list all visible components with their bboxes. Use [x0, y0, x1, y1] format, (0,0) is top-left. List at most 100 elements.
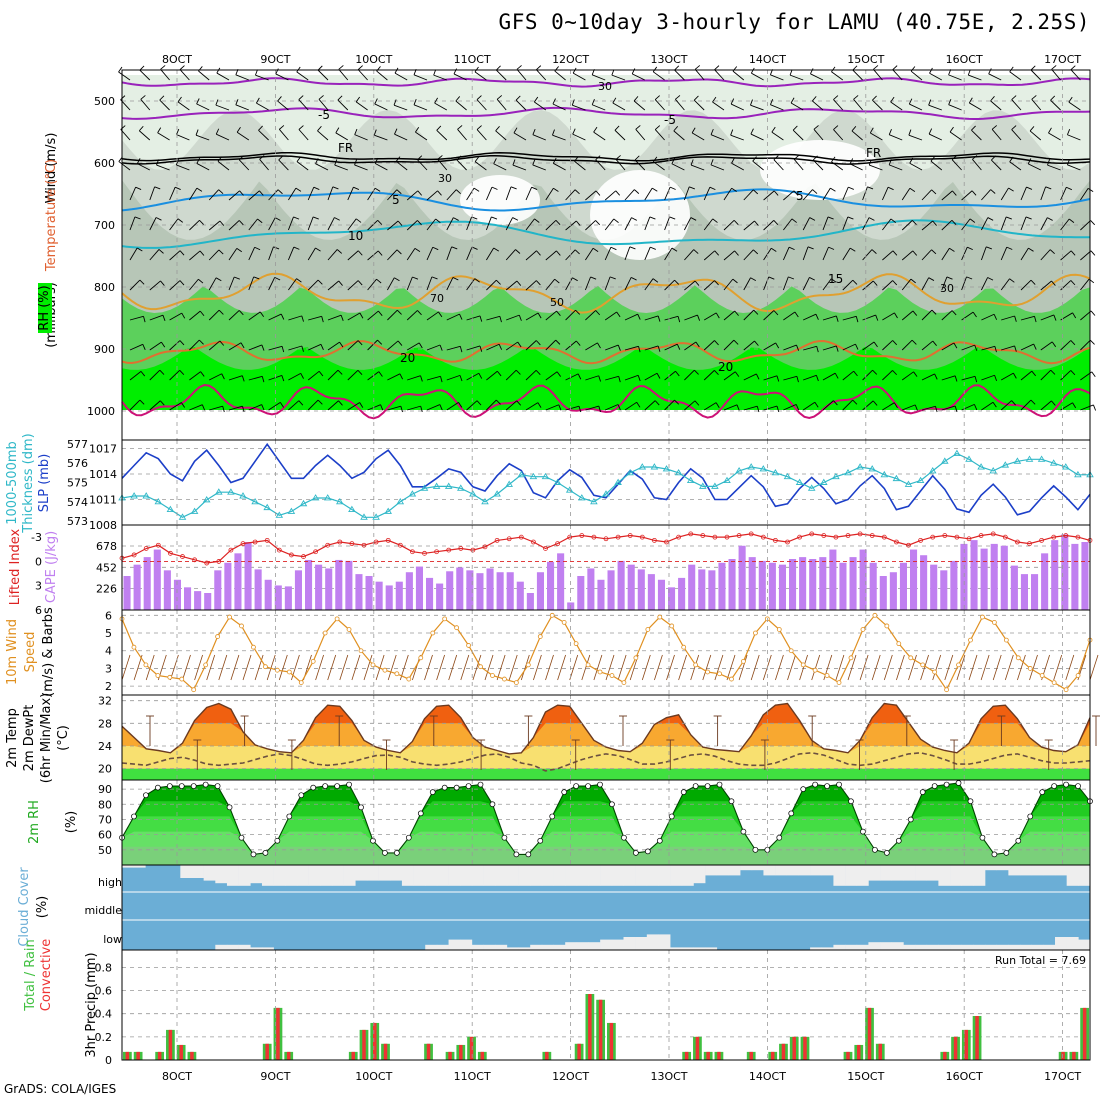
- surface-wind-barb: [254, 654, 264, 681]
- lifted-index-point: [1063, 533, 1069, 538]
- wind-barb-flag: [293, 216, 300, 220]
- wind-barb-flag: [849, 247, 856, 252]
- wind-barb: [862, 314, 876, 321]
- wind-barb-flag: [756, 406, 760, 413]
- wind-barb: [198, 70, 210, 81]
- wind-barb: [1080, 278, 1090, 291]
- wind-barb-flag: [773, 220, 779, 226]
- wind-speed-point: [872, 612, 878, 618]
- wind-barb: [664, 186, 671, 201]
- thickness-point: [239, 492, 247, 499]
- wind-barb: [394, 133, 408, 141]
- wind-barb: [149, 217, 157, 231]
- wind-barb: [456, 159, 467, 171]
- rh-point: [800, 786, 807, 792]
- cape-bar: [768, 562, 776, 610]
- wind-barb-flag: [731, 157, 735, 164]
- precip-conv-bar: [684, 1051, 689, 1060]
- wind-barb: [308, 315, 322, 321]
- wind-barb: [160, 69, 170, 81]
- wind-barb: [595, 159, 606, 171]
- rh-point: [585, 783, 591, 789]
- wind-barb-flag: [139, 65, 145, 71]
- wind-barb-flag: [892, 65, 898, 71]
- wind-barb-flag: [689, 186, 695, 190]
- wind-speed-point: [788, 648, 794, 654]
- wind-barb: [347, 250, 359, 261]
- cloud-low-bar: [530, 944, 543, 950]
- wind-barb: [1060, 218, 1070, 231]
- time-label-top: 8OCT: [162, 53, 192, 66]
- wind-barb: [763, 220, 775, 231]
- wind-barb-flag: [773, 155, 779, 161]
- wind-barb-flag: [179, 370, 185, 375]
- lifted-index-point: [555, 541, 560, 547]
- wind-barb: [773, 159, 784, 171]
- wind-barb-flag: [431, 276, 438, 280]
- cloud-high-bar: [705, 865, 718, 876]
- wind-barb-flag: [776, 405, 780, 412]
- surface-wind-barb: [714, 654, 724, 681]
- rh-point: [274, 837, 281, 844]
- temp-tick-label: 28: [98, 717, 112, 730]
- wind-barb-flag: [946, 276, 953, 280]
- lifted-index-point: [603, 536, 609, 542]
- wind-barb: [862, 280, 874, 291]
- footer-credit: GrADS: COLA/IGES: [4, 1082, 117, 1096]
- wind-speed-point: [549, 612, 555, 618]
- rh-point: [238, 834, 245, 841]
- wind-barb-flag: [853, 95, 859, 100]
- ylabel-temp-1: 2m Temp: [5, 708, 20, 768]
- pressure-tick-label: 900: [94, 343, 115, 356]
- lifted-index-line: [121, 533, 1091, 564]
- cape-bar: [294, 570, 302, 610]
- cape-bar: [224, 562, 232, 610]
- wind-barb: [633, 100, 646, 111]
- wind-barb-flag: [162, 315, 166, 321]
- wind-barb-flag: [394, 277, 400, 282]
- wind-barb-flag: [830, 187, 836, 192]
- cape-bar: [910, 549, 918, 610]
- precip-conv-bar: [1061, 1051, 1065, 1060]
- wind-barb: [743, 309, 755, 321]
- wind-barb: [288, 278, 297, 291]
- wind-barb: [196, 163, 210, 171]
- cloud-high-bar: [1055, 865, 1067, 876]
- time-label-bottom: 15OCT: [847, 1070, 884, 1083]
- wind-barb-flag: [873, 341, 878, 348]
- wind-speed-point: [597, 669, 603, 675]
- wind-barb-flag: [512, 159, 516, 166]
- wind-barb-flag: [833, 125, 839, 130]
- wind-barb: [426, 404, 441, 411]
- wind-speed-point: [418, 655, 424, 661]
- wind-barb: [486, 279, 497, 291]
- cape-bar: [940, 570, 948, 610]
- wind-barb-flag: [695, 341, 700, 348]
- wind-barb-flag: [476, 125, 482, 130]
- wind-speed-point: [956, 662, 961, 668]
- thickness-point: [795, 478, 804, 485]
- wind-barb: [664, 247, 673, 261]
- wind-barb: [415, 131, 428, 141]
- wind-barb: [624, 246, 631, 261]
- wind-barb: [1060, 370, 1072, 381]
- wind-barb-flag: [159, 400, 165, 406]
- wind-barb: [921, 373, 935, 381]
- wind-barb: [387, 340, 399, 351]
- lifted-index-point: [797, 534, 802, 540]
- wind-barb: [980, 277, 989, 291]
- wind-barb: [703, 250, 716, 261]
- wind-barb: [259, 158, 269, 171]
- wind-barb-flag: [142, 344, 146, 351]
- wind-barb: [572, 133, 586, 141]
- wind-barb-flag: [474, 278, 480, 283]
- cape-bar: [799, 557, 807, 610]
- wind-barb-flag: [143, 316, 146, 323]
- wind-barb: [129, 186, 137, 201]
- wind-barb: [256, 102, 269, 111]
- label-isotherm-15: 15: [828, 272, 843, 286]
- wind-speed-point: [263, 664, 268, 670]
- wind-barb-flag: [1072, 402, 1077, 409]
- wind-barb-flag: [675, 370, 680, 377]
- wind-barb: [901, 278, 912, 291]
